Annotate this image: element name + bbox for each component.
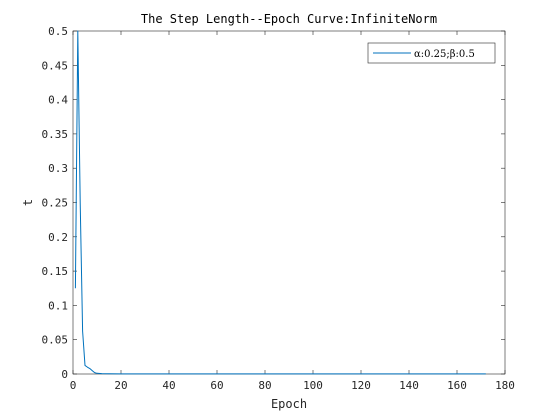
x-tick-label: 120 [351,379,371,392]
legend: α:0.25;β:0.5 [367,42,496,64]
x-tick-label: 160 [447,379,467,392]
y-tick-label: 0.15 [42,265,69,278]
x-tick-label: 20 [114,379,127,392]
x-tick-label: 140 [399,379,419,392]
y-tick-label: 0.45 [42,59,69,72]
x-tick-label: 60 [210,379,223,392]
x-tick-label: 80 [258,379,271,392]
y-tick-label: 0.05 [42,334,69,347]
y-axis-label: t [21,199,35,206]
x-tick-label: 180 [495,379,515,392]
y-tick-label: 0.1 [48,299,68,312]
legend-box [367,42,496,64]
y-axis: 0 0.05 0.1 0.15 0.2 0.25 0.3 0.35 0.4 0.45 0.5 [42,25,505,381]
y-tick-label: 0.5 [48,25,68,38]
y-tick-label: 0.35 [42,128,69,141]
series-line [74,30,486,375]
y-tick-label: 0.4 [48,94,68,107]
x-tick-label: 40 [162,379,175,392]
series-layer [74,30,486,375]
plot-area [72,30,506,375]
x-axis: 0 20 40 60 80 100 120 140 160 180 [70,31,515,392]
y-tick-label: 0.2 [48,231,68,244]
legend-series-label: α:0.25;β:0.5 [414,49,475,60]
x-tick-label: 0 [70,379,77,392]
x-tick-label: 100 [303,379,323,392]
y-tick-label: 0 [61,368,68,381]
x-axis-label: Epoch [271,397,307,411]
chart-title: The Step Length--Epoch Curve:InfiniteNor… [141,12,437,26]
y-tick-label: 0.25 [42,197,69,210]
y-tick-label: 0.3 [48,162,68,175]
